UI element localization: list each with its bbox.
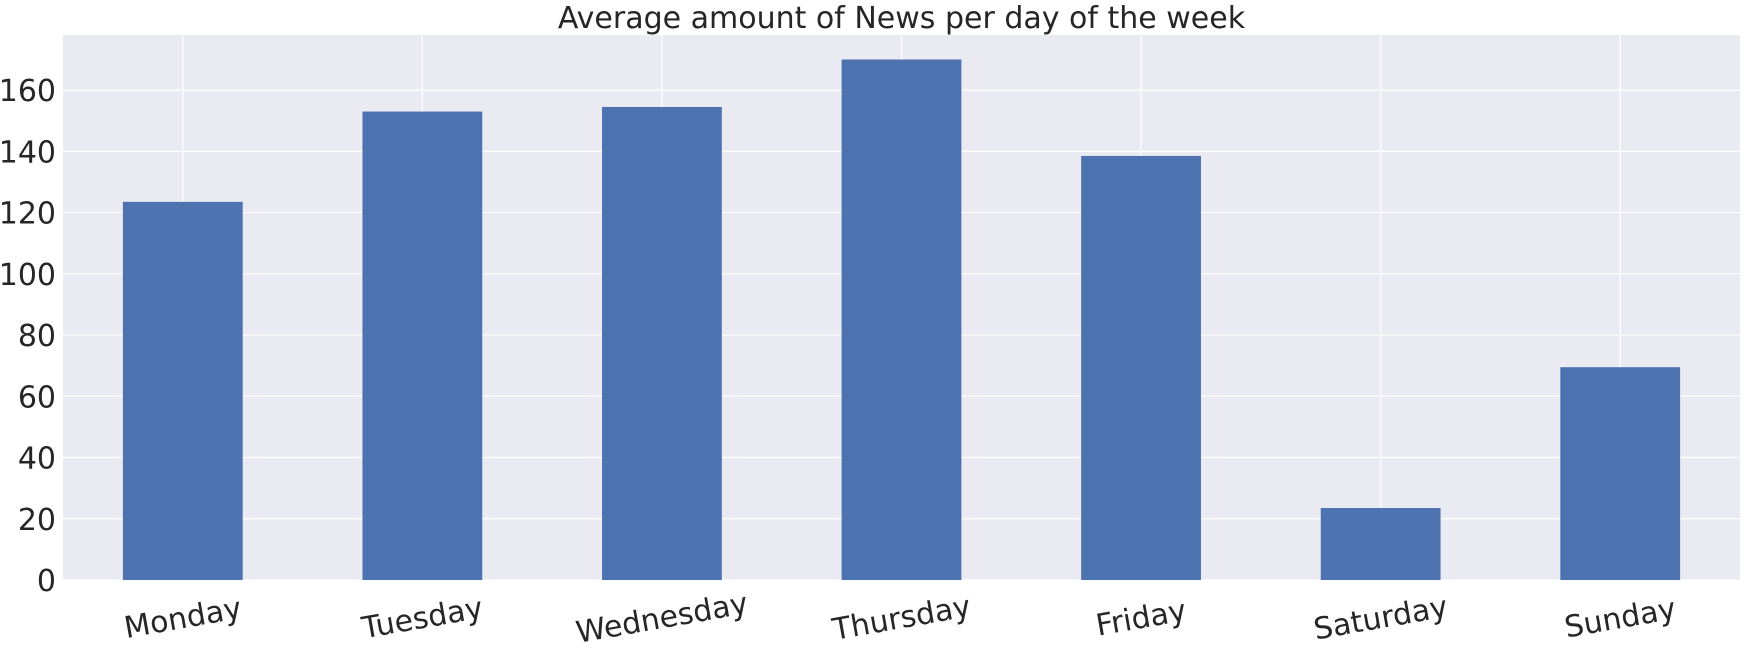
chart-title: Average amount of News per day of the we… xyxy=(558,1,1246,36)
bar-friday xyxy=(1081,155,1201,580)
bars xyxy=(122,59,1681,581)
x-axis-ticks: Monday Tuesday Wednesday Thursday Friday Satu… xyxy=(122,586,1679,651)
y-tick-label: 40 xyxy=(18,442,56,477)
x-tick-label-friday: Friday xyxy=(1093,593,1189,643)
x-tick-label-tuesday: Tuesday xyxy=(358,591,485,647)
bar-thursday xyxy=(841,59,962,580)
y-tick-label: 20 xyxy=(18,503,56,538)
y-tick-label: 80 xyxy=(18,319,56,354)
x-tick-label-sunday: Sunday xyxy=(1562,592,1679,646)
y-tick-label: 60 xyxy=(18,380,56,415)
bar-saturday xyxy=(1320,508,1441,580)
y-axis-ticks: 0 20 40 60 80 100 120 140 160 xyxy=(0,74,56,599)
x-tick-label-thursday: Thursday xyxy=(829,589,973,648)
y-tick-label: 160 xyxy=(0,74,56,109)
y-tick-label: 100 xyxy=(0,258,56,293)
bar-sunday xyxy=(1560,367,1681,580)
x-tick-label-saturday: Saturday xyxy=(1311,590,1450,648)
y-tick-label: 140 xyxy=(0,135,56,170)
y-tick-label: 0 xyxy=(37,564,56,599)
x-tick-label-wednesday: Wednesday xyxy=(573,586,750,651)
x-tick-label-monday: Monday xyxy=(122,591,245,646)
bar-wednesday xyxy=(602,106,722,581)
y-tick-label: 120 xyxy=(0,197,56,232)
bar-monday xyxy=(122,201,243,580)
bar-tuesday xyxy=(362,111,483,580)
